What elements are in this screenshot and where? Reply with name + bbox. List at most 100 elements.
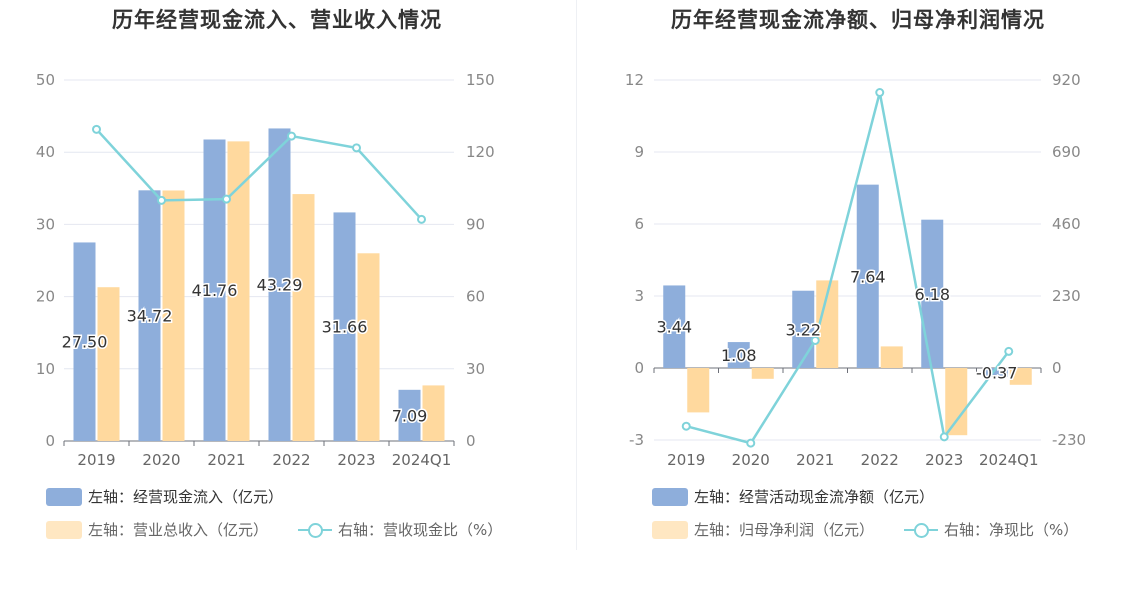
bar: [97, 287, 120, 441]
data-label: 41.76: [192, 281, 238, 300]
line-point: [417, 214, 426, 224]
y-right-tick-label: 60: [466, 288, 485, 306]
bar: [357, 253, 380, 441]
chart-title: 历年经营现金流入、营业收入情况: [112, 8, 442, 32]
x-tick-label: 2024Q1: [979, 451, 1039, 469]
legend-label: 右轴：营收现金比（%）: [338, 521, 503, 539]
data-label: 31.66: [322, 318, 368, 337]
legend-item-bar2[interactable]: 左轴：归母净利润（亿元）: [652, 519, 874, 540]
line-point: [1004, 346, 1014, 356]
bar: [268, 128, 291, 441]
y-left-tick-label: 12: [625, 71, 644, 89]
y-left-tick-label: 6: [634, 215, 644, 233]
data-label: 7.09: [392, 406, 428, 425]
y-left-tick-label: 0: [634, 359, 644, 377]
line-point: [352, 143, 361, 153]
data-label: 6.18: [914, 285, 950, 304]
x-tick-label: 2021: [207, 451, 245, 469]
bar: [945, 368, 968, 436]
legend-line-marker-icon: [904, 521, 938, 539]
line-point: [92, 124, 101, 134]
line-point: [810, 335, 820, 345]
line-series: [95, 128, 423, 221]
data-label: 43.29: [257, 276, 303, 295]
bar: [292, 194, 315, 441]
x-tick-label: 2023: [925, 451, 963, 469]
y-right-tick-label: 920: [1052, 71, 1081, 89]
line-point: [939, 432, 949, 442]
line-point: [157, 195, 166, 205]
line-point: [875, 88, 885, 98]
line-point: [222, 194, 231, 204]
bar: [663, 285, 686, 368]
bar: [398, 389, 421, 441]
y-left-tick-label: 40: [36, 143, 55, 161]
data-label: 7.64: [850, 267, 886, 286]
line-point: [287, 131, 296, 141]
x-tick-label: 2022: [861, 451, 899, 469]
legend-item-bar1[interactable]: 左轴：经营现金流入（亿元）: [46, 486, 283, 507]
y-right-tick-label: -230: [1052, 431, 1086, 449]
bar: [687, 368, 710, 413]
x-tick-label: 2019: [77, 451, 115, 469]
legend-item-bar2[interactable]: 左轴：营业总收入（亿元）: [46, 519, 268, 540]
bar: [880, 346, 903, 368]
x-tick-label: 2022: [272, 451, 310, 469]
bar: [921, 219, 944, 368]
y-left-tick-label: 50: [36, 71, 55, 89]
bar: [856, 184, 879, 368]
bar: [751, 368, 774, 379]
bar: [727, 342, 750, 368]
legend-label: 右轴：净现比（%）: [944, 521, 1079, 539]
legend-swatch-orange: [46, 520, 82, 539]
chart-panel-right: 历年经营现金流净额、归母净利润情况 -3 0 3 6 9 12 -230 0 230 460 690…: [574, 0, 1148, 589]
y-right-tick-label: 30: [466, 360, 485, 378]
x-tick-label: 2021: [796, 451, 834, 469]
y-right-tick-label: 150: [466, 71, 495, 89]
bar: [138, 190, 161, 441]
data-label: 27.50: [62, 333, 108, 352]
legend-item-line[interactable]: 右轴：净现比（%）: [904, 519, 1078, 540]
bar: [203, 139, 226, 441]
y-right-tick-label: 0: [466, 432, 476, 450]
y-left-tick-label: 20: [36, 288, 55, 306]
legend-label: 左轴：经营现金流入（亿元）: [88, 488, 284, 506]
y-right-tick-label: 690: [1052, 143, 1081, 161]
legend-item-bar1[interactable]: 左轴：经营活动现金流净额（亿元）: [652, 486, 934, 507]
y-left-tick-label: 3: [634, 287, 644, 305]
y-right-tick-label: 0: [1052, 359, 1062, 377]
legend-swatch-blue: [46, 487, 82, 506]
y-right-tick-label: 230: [1052, 287, 1081, 305]
data-label: 3.22: [785, 320, 821, 339]
x-tick-label: 2019: [667, 451, 705, 469]
x-tick-label: 2020: [732, 451, 770, 469]
chart-plot-left: 0 10 20 30 40 50 0 30 60 90 120 150 2019 2020 2021 2022…: [36, 71, 495, 469]
y-left-tick-label: 9: [634, 143, 644, 161]
y-right-tick-label: 460: [1052, 215, 1081, 233]
y-left-tick-label: 30: [36, 215, 55, 233]
data-label: 34.72: [127, 307, 173, 326]
bar: [227, 141, 250, 441]
legend-swatch-blue: [652, 487, 688, 506]
legend-label: 左轴：归母净利润（亿元）: [694, 521, 875, 539]
bar: [162, 190, 185, 441]
legend-label: 左轴：经营活动现金流净额（亿元）: [694, 488, 935, 506]
legend-label: 左轴：营业总收入（亿元）: [88, 521, 269, 539]
x-tick-label: 2024Q1: [392, 451, 452, 469]
data-label: 3.44: [656, 318, 692, 337]
bar: [985, 368, 1008, 377]
bar: [422, 385, 445, 441]
y-right-tick-label: 90: [466, 215, 485, 233]
data-label: 1.08: [721, 346, 757, 365]
bar: [1009, 368, 1032, 385]
x-tick-label: 2023: [337, 451, 375, 469]
y-left-tick-label: 0: [45, 432, 55, 450]
bar: [816, 280, 839, 368]
bar: [73, 242, 96, 441]
panel-divider: [576, 0, 577, 550]
y-right-tick-label: 120: [466, 143, 495, 161]
x-tick-label: 2020: [142, 451, 180, 469]
y-left-tick-label: -3: [629, 431, 644, 449]
line-point: [746, 438, 756, 448]
legend-item-line[interactable]: 右轴：营收现金比（%）: [298, 519, 502, 540]
